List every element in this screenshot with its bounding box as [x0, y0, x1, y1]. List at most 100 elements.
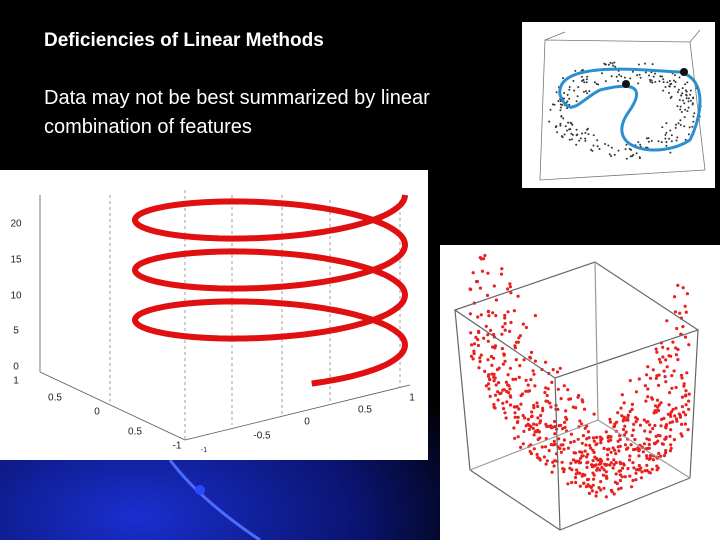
scatter-dot [564, 409, 568, 413]
scatter-dot [599, 441, 603, 445]
scatter-dot [616, 445, 620, 449]
scatter-dot [561, 427, 565, 431]
scatter-dot [581, 75, 583, 78]
scatter-dot [634, 390, 639, 394]
scatter-dot [572, 80, 575, 82]
figure-bg [440, 245, 720, 540]
scatter-dot [635, 417, 640, 421]
scatter-dot [687, 133, 690, 136]
scatter-dot [476, 315, 480, 319]
scatter-dot [487, 314, 491, 318]
scatter-dot [573, 89, 576, 92]
scatter-dot [507, 384, 511, 388]
scatter-dot [492, 284, 496, 288]
scatter-dot [675, 326, 679, 331]
scatter-dot [652, 411, 656, 415]
scatter-dot [664, 358, 668, 362]
scatter-dot [675, 139, 678, 142]
scatter-dot [689, 93, 692, 96]
scatter-dot [648, 454, 653, 458]
scatter-dot [674, 74, 676, 77]
scatter-dot [492, 402, 496, 407]
scatter-dot [488, 378, 492, 382]
scatter-dot [571, 458, 576, 462]
scatter-dot [472, 342, 477, 346]
scatter-dot [582, 407, 587, 411]
scatter-dot [641, 450, 645, 454]
scatter-dot [586, 430, 591, 434]
scatter-dot [572, 439, 576, 444]
scatter-dot [623, 424, 627, 428]
scatter-dot [659, 75, 662, 78]
scatter-dot [492, 372, 496, 376]
scatter-dot [485, 293, 490, 297]
scatter-dot [563, 425, 567, 430]
scatter-dot [671, 407, 675, 412]
scatter-dot [673, 85, 676, 88]
cube-edge [469, 469, 691, 531]
scatter-dot [616, 80, 619, 82]
axis-line [39, 371, 186, 441]
scatter-dot [691, 102, 694, 105]
scatter-dot [679, 119, 682, 122]
scatter-dot [585, 461, 589, 465]
scatter-dot [597, 83, 600, 86]
scatter-dot [472, 349, 476, 353]
scatter-dot [559, 397, 563, 401]
scatter-dot [665, 141, 668, 144]
scatter-dot [556, 407, 560, 411]
scatter-dot [549, 108, 552, 111]
scatter-dot [491, 311, 495, 315]
scatter-dot [676, 358, 680, 362]
scatter-dot [620, 393, 624, 397]
scatter-dot [633, 437, 637, 442]
scatter-dot [663, 375, 667, 379]
tick-label: 0.5 [358, 405, 372, 416]
scatter-dot [522, 429, 526, 433]
scatter-dot [544, 399, 548, 403]
marker [622, 80, 630, 88]
scatter-dot [665, 122, 668, 125]
scatter-dot [600, 437, 604, 441]
scatter-dot [630, 433, 634, 438]
scatter-dot [680, 395, 685, 399]
scatter-dot [682, 99, 685, 102]
scatter-dot [673, 414, 677, 418]
scatter-dot [655, 350, 659, 354]
scatter-dot [587, 491, 592, 495]
scatter-dot [679, 108, 682, 111]
tick-label: 0 [304, 417, 310, 428]
scatter-dot [610, 155, 613, 158]
scatter-dot [607, 63, 610, 66]
scatter-dot [621, 419, 625, 423]
scatter-dot [589, 485, 593, 490]
scatter-dot [551, 443, 555, 447]
scatter-dot [536, 416, 540, 420]
scatter-dot [687, 100, 690, 103]
scatter-dot [582, 78, 585, 81]
scatter-dot [612, 458, 616, 462]
scatter-dot [585, 78, 588, 81]
scatter-dot [670, 95, 673, 98]
scatter-dot [493, 344, 498, 348]
scatter-dot [668, 412, 672, 416]
scatter-dot [578, 461, 583, 465]
scatter-dot [602, 486, 606, 490]
scatter-dot [575, 468, 579, 472]
scatter-dot [592, 450, 596, 455]
scatter-dot [535, 452, 539, 457]
scatter-dot [545, 459, 550, 463]
scatter-dot [628, 474, 632, 478]
scatter-dot [678, 311, 682, 315]
scatter-dot [630, 148, 633, 151]
scatter-dot [583, 449, 587, 453]
scatter-dot [674, 81, 677, 83]
scatter-dot [646, 446, 650, 451]
loop-figure [522, 22, 715, 188]
scatter-dot [643, 384, 648, 388]
scatter-dot [668, 79, 671, 82]
scatter-dot [570, 480, 574, 485]
scatter-dot [480, 269, 485, 273]
scatter-dot [501, 325, 505, 329]
scatter-dot [646, 365, 650, 369]
